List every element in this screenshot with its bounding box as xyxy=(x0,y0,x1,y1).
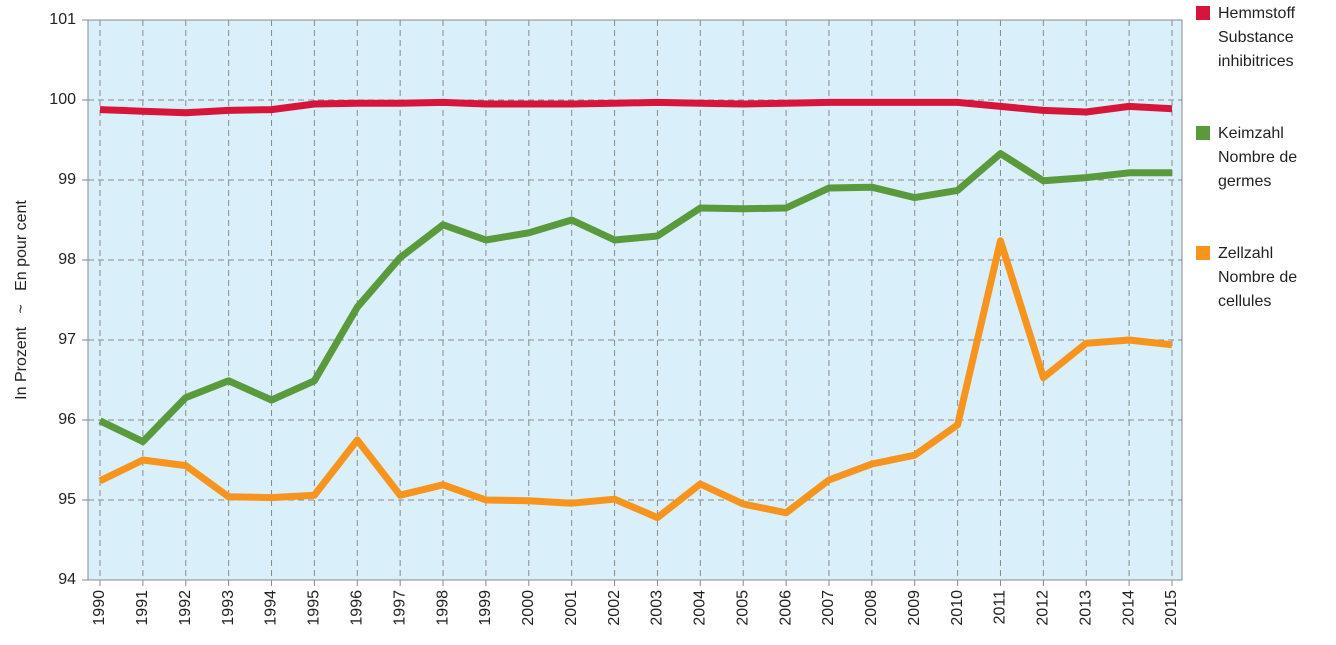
x-tick-label: 2015 xyxy=(1163,590,1180,626)
x-tick-label: 2007 xyxy=(820,590,837,626)
x-tick-label: 1994 xyxy=(263,590,280,626)
x-tick-label: 1996 xyxy=(348,590,365,626)
x-tick-label: 2000 xyxy=(520,590,537,626)
plot-background xyxy=(87,19,1183,581)
x-tick-label: 1997 xyxy=(391,590,408,626)
x-tick-label: 2004 xyxy=(692,590,709,626)
legend-label: Keimzahl Nombre de germes xyxy=(1218,125,1298,190)
legend-item: Zellzahl Nombre de cellules xyxy=(1196,242,1336,314)
x-tick-label: 2011 xyxy=(992,590,1009,625)
x-tick-label: 1998 xyxy=(434,590,451,626)
x-tick-label: 2012 xyxy=(1035,590,1052,626)
y-tick-label: 100 xyxy=(49,91,76,108)
y-axis-label: In Prozent ~ En pour cent xyxy=(13,200,30,400)
legend-swatch xyxy=(1196,6,1210,20)
x-tick-label: 2013 xyxy=(1077,590,1094,626)
x-tick-label: 1999 xyxy=(477,590,494,626)
x-tick-label: 2008 xyxy=(863,590,880,626)
data-line xyxy=(98,150,1172,446)
x-tick-label: 1995 xyxy=(306,590,323,626)
y-tick-label: 94 xyxy=(58,571,76,588)
x-tick-label: 2009 xyxy=(906,590,923,626)
x-tick-label: 1990 xyxy=(91,590,108,626)
y-tick-label: 97 xyxy=(58,331,76,348)
legend-label: Zellzahl Nombre de cellules xyxy=(1218,245,1298,310)
legend-item: Keimzahl Nombre de germes xyxy=(1196,122,1336,194)
y-tick-label: 99 xyxy=(58,171,76,188)
x-tick-label: 1993 xyxy=(220,590,237,626)
data-line xyxy=(99,98,1173,117)
legend-item: Hemmstoff Substance inhibitrices xyxy=(1196,2,1336,74)
x-tick-label: 1992 xyxy=(177,590,194,626)
x-tick-label: 2002 xyxy=(606,590,623,626)
x-tick-label: 2010 xyxy=(949,590,966,626)
x-tick-label: 2005 xyxy=(734,590,751,626)
y-tick-label: 101 xyxy=(49,11,76,28)
legend-swatch xyxy=(1196,126,1210,140)
x-tick-label: 2006 xyxy=(777,590,794,626)
x-tick-label: 2003 xyxy=(649,590,666,626)
x-tick-label: 1991 xyxy=(134,590,151,626)
y-tick-label: 98 xyxy=(58,251,76,268)
x-tick-label: 2001 xyxy=(563,590,580,626)
x-tick-label: 2014 xyxy=(1120,590,1137,626)
data-line xyxy=(98,237,1173,522)
y-tick-label: 95 xyxy=(58,491,76,508)
legend-label: Hemmstoff Substance inhibitrices xyxy=(1218,5,1296,70)
y-tick-label: 96 xyxy=(58,411,76,428)
legend-swatch xyxy=(1196,246,1210,260)
